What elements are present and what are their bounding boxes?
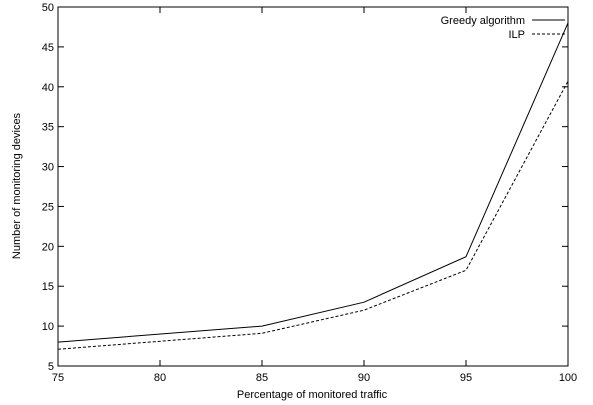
y-axis-title: Number of monitoring devices (11, 112, 23, 259)
series-line-greedy-algorithm (57, 22, 569, 343)
series-layer (57, 22, 569, 350)
x-tick-label: 95 (460, 372, 472, 384)
x-tick-label: 75 (52, 372, 64, 384)
series-line-ilp (57, 80, 569, 350)
y-tick-label: 45 (42, 42, 54, 54)
legend-label-ilp: ILP (508, 29, 525, 41)
ticks-layer: 75 80 85 90 95 100 5 10 15 20 25 30 35 40 45 50 (42, 2, 577, 384)
x-axis-title: Percentage of monitored traffic (237, 389, 388, 401)
y-tick-label: 5 (48, 361, 54, 373)
y-tick-label: 20 (42, 241, 54, 253)
x-tick-label: 100 (559, 372, 577, 384)
x-tick-label: 80 (154, 372, 166, 384)
y-tick-label: 50 (42, 2, 54, 14)
legend: Greedy algorithm ILP (441, 15, 565, 41)
y-tick-label: 40 (42, 82, 54, 94)
y-tick-label: 30 (42, 162, 54, 174)
y-tick-label: 15 (42, 281, 54, 293)
x-tick-label: 85 (256, 372, 268, 384)
x-tick-label: 90 (358, 372, 370, 384)
plot-frame (57, 6, 569, 367)
y-tick-label: 25 (42, 201, 54, 213)
y-tick-label: 10 (42, 321, 54, 333)
legend-label-greedy: Greedy algorithm (441, 15, 525, 27)
y-tick-label: 35 (42, 122, 54, 134)
